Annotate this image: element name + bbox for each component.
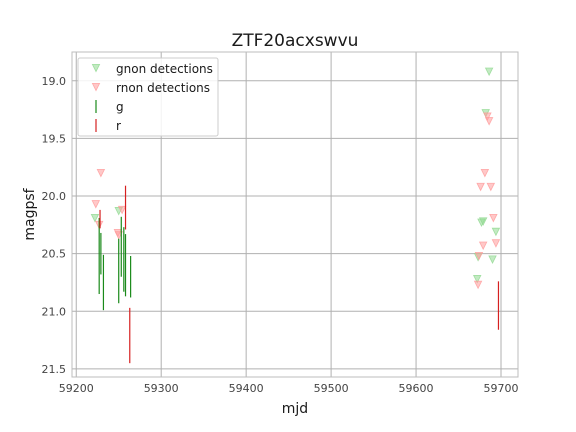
x-tick-label: 59400: [229, 382, 264, 395]
g-nondetection-marker: [90, 213, 100, 223]
g-nondetection-marker: [491, 227, 501, 237]
legend-label: gnon detections: [116, 62, 213, 76]
g-nondetection-marker: [484, 67, 494, 77]
ticks-layer: 59200 59300 59400 59500 59600 59700 19.0 19.5 20…: [42, 75, 519, 395]
chart-title: ZTF20acxswvu: [232, 31, 359, 51]
y-tick-label: 20.5: [42, 248, 67, 261]
r-nondetection-marker: [474, 251, 484, 261]
r-nondetection-marker: [473, 280, 483, 290]
x-axis-label: mjd: [282, 401, 308, 417]
legend: gnon detections rnon detections gr: [77, 57, 219, 137]
x-tick-label: 59700: [484, 382, 519, 395]
r-nondetection-marker: [96, 169, 106, 178]
r-nondetection-marker: [483, 112, 492, 122]
grid-layer: [72, 52, 518, 377]
r-nondetection-marker: [478, 241, 488, 251]
y-tick-label: 21.0: [42, 305, 67, 318]
legend-label: r: [116, 119, 121, 133]
r-nondetection-marker: [91, 200, 101, 209]
legend-marker-g_nondet: [91, 64, 101, 73]
x-tick-label: 59600: [399, 382, 434, 395]
y-tick-label: 21.5: [42, 363, 67, 376]
r-nondetection-marker: [117, 205, 127, 215]
points-layer: [90, 67, 501, 364]
r-nondetection-marker: [484, 117, 494, 126]
plot-frame: [71, 51, 519, 378]
y-axis-label: magpsf: [22, 187, 38, 240]
r-nondetection-marker: [489, 213, 498, 223]
y-tick-label: 19.5: [42, 132, 67, 145]
x-tick-label: 59500: [314, 382, 349, 395]
r-nondetection-marker: [486, 182, 496, 192]
legend-box: [77, 57, 219, 137]
x-tick-label: 59200: [59, 382, 94, 395]
legend-label: rnon detections: [116, 81, 210, 95]
y-tick-label: 20.0: [42, 190, 67, 203]
x-tick-label: 59300: [144, 382, 179, 395]
g-nondetection-marker: [478, 217, 488, 226]
g-nondetection-marker: [488, 255, 497, 264]
g-nondetection-marker: [472, 275, 482, 284]
r-nondetection-marker: [476, 182, 485, 192]
y-tick-label: 19.0: [42, 75, 67, 88]
r-nondetection-marker: [491, 239, 501, 248]
r-nondetection-marker: [480, 169, 490, 178]
legend-label: g: [116, 100, 124, 114]
legend-marker-r_nondet: [91, 83, 101, 92]
r-nondetection-marker: [114, 231, 123, 240]
